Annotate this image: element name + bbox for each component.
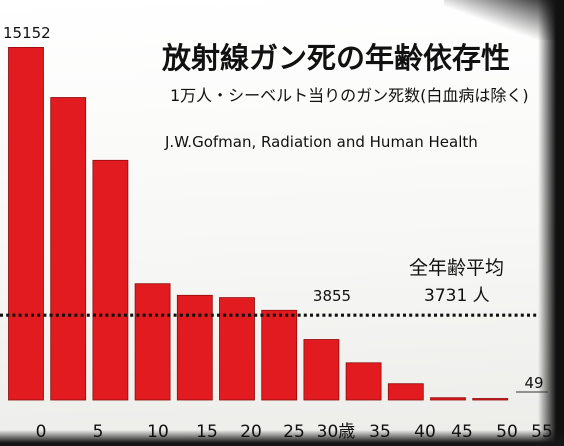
bar-0 [8, 47, 44, 401]
data-label-11: 49 [524, 374, 543, 392]
x-tick-label-3: 15 [196, 422, 218, 442]
x-tick-label-8: 40 [414, 422, 436, 442]
chart-title: 放射線ガン死の年齢依存性 [161, 41, 510, 75]
bar-6 [261, 309, 298, 401]
data-label-6: 3855 [313, 287, 351, 305]
x-tick-label-6: 30歳 [317, 422, 356, 442]
bar-1 [50, 97, 87, 401]
x-tick-label-9: 45 [451, 422, 473, 442]
data-labels-group: 15152 3855 49 [3, 24, 548, 393]
x-tick-label-10: 50 [496, 422, 518, 442]
bar-11 [472, 398, 509, 401]
x-tick-label-7: 35 [369, 422, 391, 442]
x-tick-label-1: 5 [93, 422, 104, 442]
data-label-0: 15152 [3, 24, 51, 42]
bars-group [8, 47, 509, 401]
chart-source: J.W.Gofman, Radiation and Human Health [164, 133, 478, 151]
chart-subtitle: 1万人・シーベルト当りのガン死数(白血病は除く) [170, 86, 529, 105]
x-tick-labels-group: 0 5 10 15 20 25 30歳 35 40 45 50 55 [36, 422, 553, 442]
x-tick-label-2: 10 [147, 422, 169, 442]
slide-edge-shadow-right [538, 0, 564, 446]
bar-5 [219, 297, 255, 401]
slide-edge-shadow-bottom [0, 430, 564, 446]
bar-10 [430, 397, 466, 401]
bar-9 [387, 383, 424, 401]
x-tick-label-11: 55 [531, 422, 553, 442]
bar-8 [345, 362, 382, 401]
bar-7 [303, 339, 340, 401]
bar-4 [176, 294, 213, 401]
x-tick-label-5: 25 [283, 422, 305, 442]
average-value: 3731 人 [424, 286, 490, 306]
bar-3 [134, 283, 171, 401]
x-tick-label-0: 0 [36, 422, 47, 442]
bar-2 [92, 159, 129, 401]
x-tick-label-4: 20 [240, 422, 262, 442]
average-label: 全年齢平均 [409, 257, 504, 279]
